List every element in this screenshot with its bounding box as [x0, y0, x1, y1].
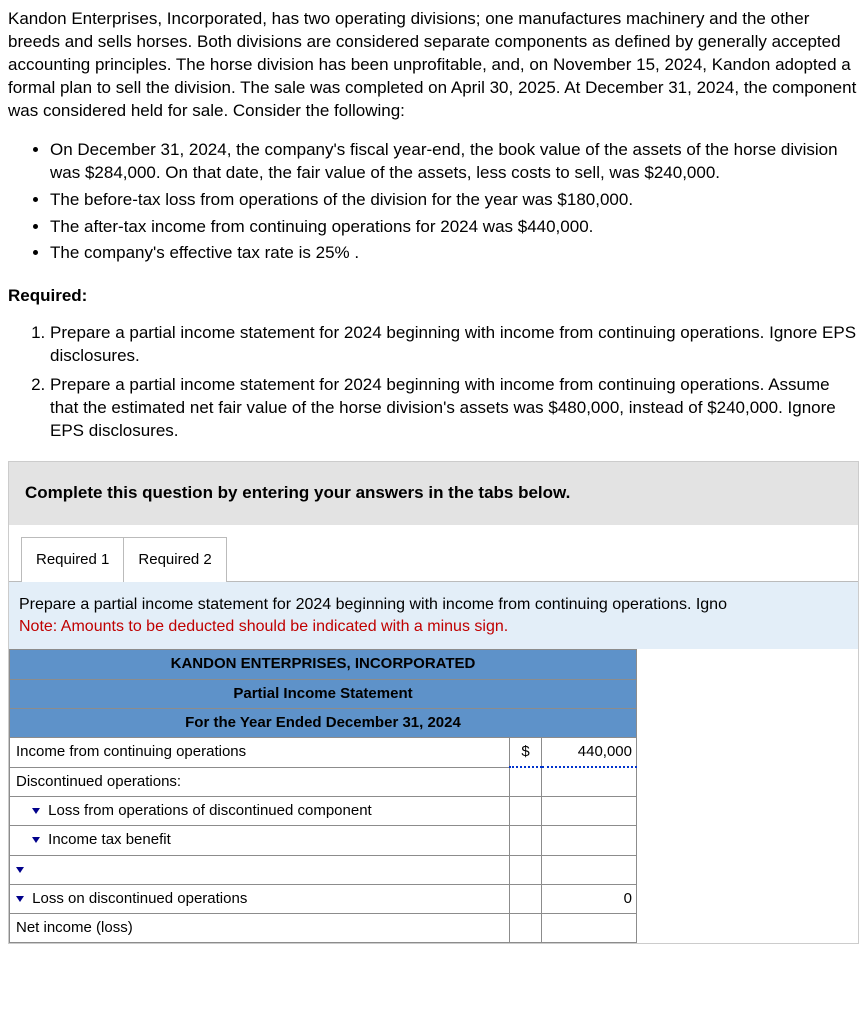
required-list: Prepare a partial income statement for 2…	[8, 322, 859, 443]
tab-prompt: Prepare a partial income statement for 2…	[9, 582, 858, 649]
chevron-down-icon	[32, 808, 40, 814]
required-heading: Required:	[8, 285, 859, 308]
value-input[interactable]	[542, 826, 637, 855]
table-row: Income tax benefit	[10, 826, 637, 855]
row-label: Income from continuing operations	[10, 738, 510, 768]
chevron-down-icon	[32, 837, 40, 843]
table-row: Net income (loss)	[10, 914, 637, 943]
currency-cell	[510, 914, 542, 943]
tab-required-1[interactable]: Required 1	[21, 537, 124, 582]
row-label-text: Income tax benefit	[48, 831, 171, 848]
value-input[interactable]	[542, 767, 637, 796]
prompt-main-text: Prepare a partial income statement for 2…	[19, 596, 727, 613]
fact-item: The after-tax income from continuing ope…	[50, 216, 859, 239]
tabs-row: Required 1 Required 2	[9, 537, 858, 582]
row-dropdown[interactable]	[10, 855, 510, 884]
value-input[interactable]	[542, 797, 637, 826]
chevron-down-icon	[16, 867, 24, 873]
instruction-banner: Complete this question by entering your …	[8, 461, 859, 525]
value-input[interactable]	[542, 914, 637, 943]
fact-item: The company's effective tax rate is 25% …	[50, 242, 859, 265]
required-item-1: Prepare a partial income statement for 2…	[50, 322, 859, 368]
currency-cell	[510, 767, 542, 796]
fact-item: The before-tax loss from operations of t…	[50, 189, 859, 212]
required-item-2: Prepare a partial income statement for 2…	[50, 374, 859, 443]
table-row: Discontinued operations:	[10, 767, 637, 796]
currency-cell	[510, 855, 542, 884]
chevron-down-icon	[16, 896, 24, 902]
statement-company: KANDON ENTERPRISES, INCORPORATED	[10, 650, 637, 679]
value-input[interactable]	[542, 855, 637, 884]
intro-paragraph: Kandon Enterprises, Incorporated, has tw…	[8, 8, 859, 123]
tab-required-2[interactable]: Required 2	[124, 537, 226, 582]
row-label: Net income (loss)	[10, 914, 510, 943]
table-row	[10, 855, 637, 884]
row-dropdown[interactable]: Loss from operations of discontinued com…	[10, 797, 510, 826]
fact-item: On December 31, 2024, the company's fisc…	[50, 139, 859, 185]
table-row: Income from continuing operations $ 440,…	[10, 738, 637, 768]
row-dropdown[interactable]: Loss on discontinued operations	[10, 884, 510, 913]
income-statement-table: KANDON ENTERPRISES, INCORPORATED Partial…	[9, 649, 637, 943]
statement-period: For the Year Ended December 31, 2024	[10, 708, 637, 737]
row-label-text: Loss from operations of discontinued com…	[48, 802, 372, 819]
answer-panel: Required 1 Required 2 Prepare a partial …	[8, 525, 859, 944]
value-input[interactable]: 0	[542, 884, 637, 913]
table-row: Loss from operations of discontinued com…	[10, 797, 637, 826]
facts-list: On December 31, 2024, the company's fisc…	[8, 139, 859, 266]
row-label-text: Loss on discontinued operations	[32, 890, 247, 907]
currency-cell	[510, 826, 542, 855]
table-row: Loss on discontinued operations 0	[10, 884, 637, 913]
tab-body: Prepare a partial income statement for 2…	[9, 581, 858, 943]
row-dropdown[interactable]: Income tax benefit	[10, 826, 510, 855]
currency-cell	[510, 797, 542, 826]
statement-title: Partial Income Statement	[10, 679, 637, 708]
row-label: Discontinued operations:	[10, 767, 510, 796]
value-input[interactable]: 440,000	[542, 738, 637, 768]
currency-cell	[510, 884, 542, 913]
prompt-note-text: Note: Amounts to be deducted should be i…	[19, 618, 508, 635]
currency-symbol: $	[510, 738, 542, 768]
